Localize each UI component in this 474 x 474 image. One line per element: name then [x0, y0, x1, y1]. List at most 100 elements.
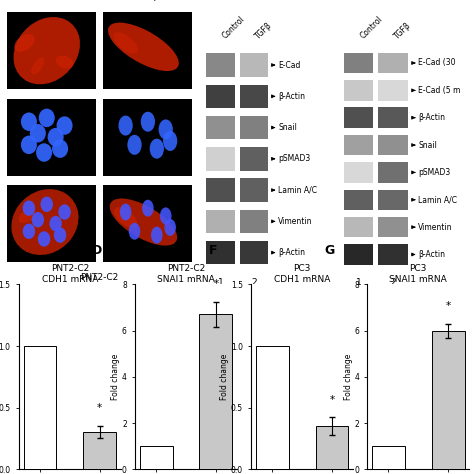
Bar	[206, 210, 235, 233]
Bar	[378, 135, 408, 155]
Ellipse shape	[120, 203, 131, 220]
Ellipse shape	[58, 204, 71, 220]
Bar	[200, 314, 232, 469]
Ellipse shape	[164, 219, 176, 236]
Bar	[344, 217, 373, 237]
Text: D: D	[92, 244, 102, 257]
Text: 2: 2	[390, 278, 396, 287]
Ellipse shape	[142, 200, 154, 217]
Bar	[7, 185, 96, 262]
Bar	[7, 12, 96, 89]
Ellipse shape	[32, 212, 44, 228]
Text: pSMAD3: pSMAD3	[278, 155, 310, 164]
Text: Control: Control	[220, 14, 246, 41]
Ellipse shape	[109, 199, 177, 246]
Title: PNT2-C2
CDH1 mRNA: PNT2-C2 CDH1 mRNA	[42, 264, 98, 283]
Ellipse shape	[56, 56, 73, 69]
Bar	[378, 217, 408, 237]
Ellipse shape	[11, 189, 79, 255]
Text: 2: 2	[251, 278, 256, 287]
Bar	[240, 53, 268, 77]
Bar	[103, 185, 192, 262]
Title: PNT2-C2
SNAI1 mRNA: PNT2-C2 SNAI1 mRNA	[157, 264, 215, 283]
Bar	[378, 108, 408, 128]
Text: E-Cad (30: E-Cad (30	[418, 58, 456, 67]
Text: 1: 1	[356, 278, 361, 287]
Bar	[240, 147, 268, 171]
Bar	[206, 178, 235, 202]
Bar	[432, 331, 465, 469]
Text: Control: Control	[358, 14, 384, 41]
Text: F: F	[209, 244, 217, 257]
Ellipse shape	[31, 58, 45, 74]
Text: *: *	[329, 394, 335, 405]
Bar	[344, 162, 373, 182]
Bar	[344, 190, 373, 210]
Ellipse shape	[13, 17, 80, 84]
Ellipse shape	[163, 131, 177, 151]
Text: *: *	[213, 279, 219, 289]
Text: β-Actin: β-Actin	[418, 250, 445, 259]
Bar	[103, 12, 192, 89]
Bar	[103, 99, 192, 176]
Ellipse shape	[23, 201, 35, 216]
Ellipse shape	[47, 128, 64, 146]
Ellipse shape	[150, 139, 164, 159]
Ellipse shape	[23, 224, 35, 239]
Bar	[240, 210, 268, 233]
Bar	[206, 116, 235, 139]
Ellipse shape	[54, 228, 66, 243]
Bar	[378, 162, 408, 182]
Text: β-Actin: β-Actin	[278, 248, 305, 257]
Bar	[240, 116, 268, 139]
Ellipse shape	[118, 116, 133, 136]
Bar	[83, 432, 116, 469]
Bar	[344, 244, 373, 265]
Bar	[206, 53, 235, 77]
Bar	[372, 446, 405, 469]
Text: Lamin A/C: Lamin A/C	[418, 195, 457, 204]
Bar	[206, 84, 235, 108]
Ellipse shape	[141, 112, 155, 132]
Text: β-Actin: β-Actin	[278, 92, 305, 101]
Text: G: G	[325, 244, 335, 257]
Bar	[344, 80, 373, 100]
Bar	[344, 53, 373, 73]
Text: Vimentin: Vimentin	[418, 223, 453, 232]
Bar	[24, 346, 56, 469]
Text: *: *	[446, 301, 451, 311]
Bar	[316, 426, 348, 469]
Ellipse shape	[21, 112, 37, 131]
Ellipse shape	[30, 124, 46, 143]
Bar	[344, 135, 373, 155]
Bar	[140, 446, 173, 469]
Text: TGFβ: TGFβ	[254, 20, 274, 41]
Bar	[206, 241, 235, 264]
Text: Vimentin: Vimentin	[278, 217, 312, 226]
Text: E-Cad (5 m: E-Cad (5 m	[418, 86, 461, 95]
Bar	[378, 244, 408, 265]
Bar	[206, 147, 235, 171]
Text: E-Cad: E-Cad	[278, 61, 301, 70]
Text: PNT2-C2: PNT2-C2	[81, 273, 118, 282]
Bar	[256, 346, 289, 469]
Y-axis label: Fold change: Fold change	[344, 354, 353, 400]
Text: 1: 1	[218, 278, 223, 287]
Text: TGFβ: TGFβ	[393, 20, 413, 41]
Ellipse shape	[18, 209, 36, 223]
Ellipse shape	[14, 34, 35, 52]
Ellipse shape	[114, 207, 137, 228]
Ellipse shape	[21, 136, 37, 154]
Ellipse shape	[151, 227, 163, 244]
Y-axis label: Fold change: Fold change	[111, 354, 120, 400]
Bar	[378, 80, 408, 100]
Text: TGFβ: TGFβ	[136, 0, 160, 1]
Text: Snail: Snail	[418, 141, 437, 150]
Ellipse shape	[56, 116, 73, 135]
Ellipse shape	[39, 109, 55, 127]
Text: β-Actin: β-Actin	[418, 113, 445, 122]
Text: Vehicle: Vehicle	[35, 0, 67, 1]
Title: PC3
SNAI1 mRNA: PC3 SNAI1 mRNA	[390, 264, 447, 283]
Ellipse shape	[38, 231, 50, 246]
Text: Snail: Snail	[278, 123, 297, 132]
